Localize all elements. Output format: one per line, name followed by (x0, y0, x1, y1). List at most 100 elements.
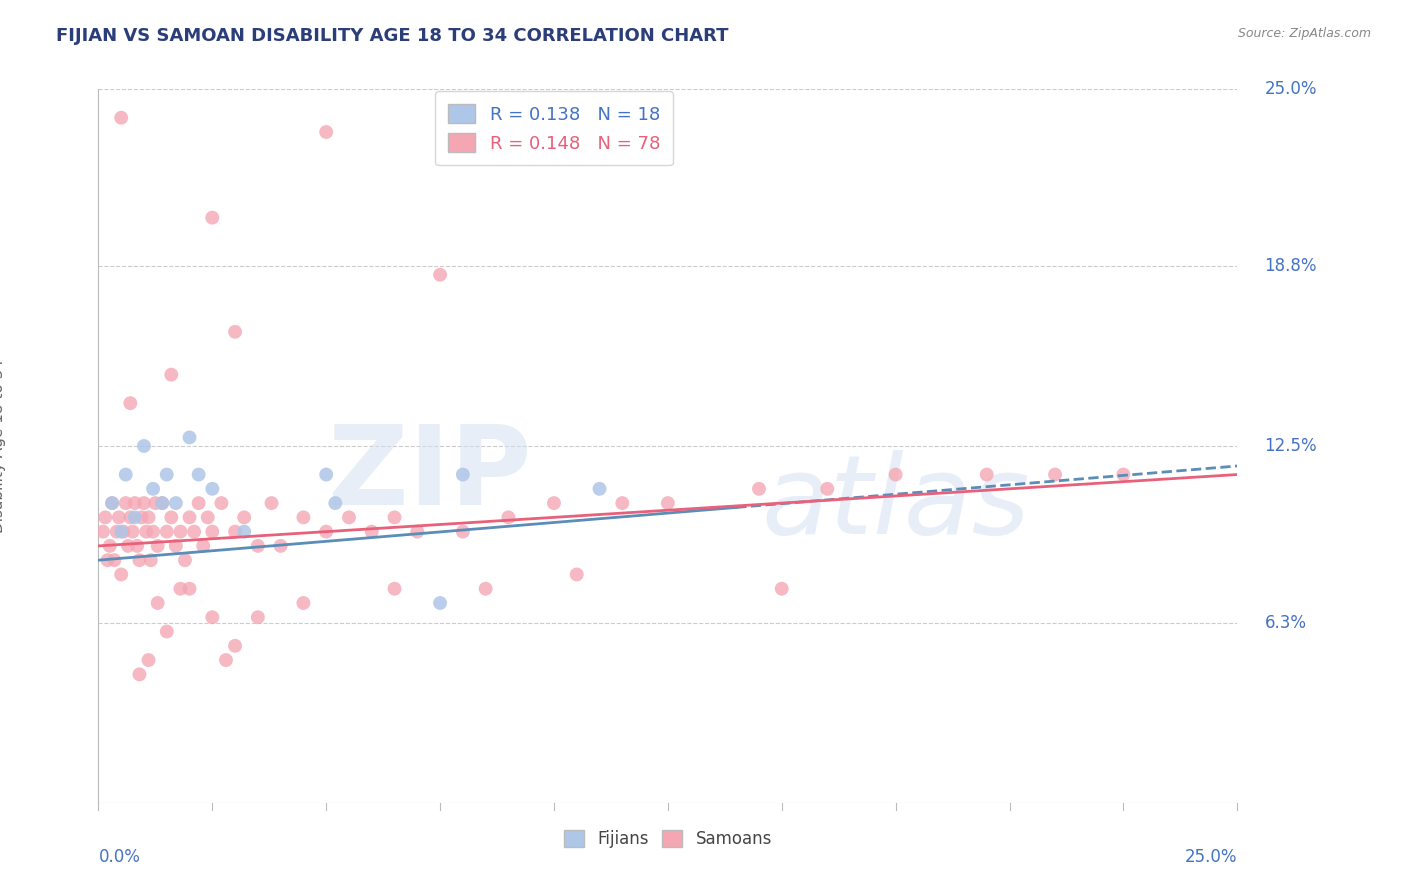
Point (156, 524, 179, 539)
Point (128, 667, 150, 681)
Point (112, 524, 135, 539)
Point (120, 396, 142, 410)
Point (169, 582, 191, 596)
Point (128, 553, 150, 567)
Point (215, 653, 238, 667)
Point (233, 524, 256, 539)
Point (474, 582, 496, 596)
Point (110, 567, 132, 582)
Point (360, 524, 382, 539)
Point (142, 482, 165, 496)
Point (120, 510, 142, 524)
Point (201, 211, 224, 225)
Text: ZIP: ZIP (328, 421, 531, 528)
Point (246, 539, 269, 553)
Point (588, 482, 610, 496)
Point (246, 610, 269, 624)
Point (124, 496, 146, 510)
Point (101, 496, 124, 510)
Point (94, 510, 117, 524)
Point (1112, 467, 1135, 482)
Point (156, 624, 179, 639)
Point (451, 467, 474, 482)
Point (209, 496, 232, 510)
Point (160, 368, 183, 382)
Point (131, 510, 153, 524)
Point (292, 596, 315, 610)
Point (260, 496, 283, 510)
Point (270, 539, 292, 553)
Text: atlas: atlas (761, 450, 1031, 557)
Point (315, 524, 337, 539)
Point (91, 524, 114, 539)
Point (183, 524, 205, 539)
Point (146, 596, 169, 610)
Text: Source: ZipAtlas.com: Source: ZipAtlas.com (1237, 27, 1371, 40)
Point (156, 467, 179, 482)
Point (498, 510, 520, 524)
Point (292, 510, 315, 524)
Point (179, 510, 201, 524)
Point (612, 496, 634, 510)
Point (145, 496, 167, 510)
Point (770, 582, 793, 596)
Point (201, 610, 224, 624)
Point (201, 524, 224, 539)
Point (98, 539, 121, 553)
Point (748, 482, 770, 496)
Point (323, 496, 346, 510)
Point (105, 524, 128, 539)
Point (114, 467, 136, 482)
Text: 6.3%: 6.3% (1264, 614, 1306, 632)
Text: 18.8%: 18.8% (1264, 257, 1317, 275)
Text: 25.0%: 25.0% (1264, 80, 1317, 98)
Point (406, 524, 429, 539)
Point (1043, 467, 1066, 482)
Point (103, 553, 125, 567)
Point (543, 496, 565, 510)
Point (193, 539, 215, 553)
Point (884, 467, 907, 482)
Point (142, 524, 165, 539)
Point (174, 553, 197, 567)
Text: FIJIAN VS SAMOAN DISABILITY AGE 18 TO 34 CORRELATION CHART: FIJIAN VS SAMOAN DISABILITY AGE 18 TO 34… (56, 27, 728, 45)
Point (132, 439, 155, 453)
Point (146, 539, 169, 553)
Point (135, 524, 157, 539)
Point (121, 524, 143, 539)
Point (187, 496, 209, 510)
Point (101, 496, 124, 510)
Point (224, 524, 246, 539)
Point (117, 539, 139, 553)
Point (815, 482, 838, 496)
Point (96, 553, 118, 567)
Point (451, 524, 474, 539)
Text: 0.0%: 0.0% (98, 848, 141, 866)
Point (976, 467, 998, 482)
Point (138, 653, 160, 667)
Point (233, 510, 256, 524)
Point (165, 539, 187, 553)
Point (165, 496, 187, 510)
Point (179, 582, 201, 596)
Point (108, 510, 131, 524)
Text: 25.0%: 25.0% (1185, 848, 1237, 866)
Point (337, 510, 360, 524)
Point (110, 111, 132, 125)
Point (138, 510, 160, 524)
Legend: Fijians, Samoans: Fijians, Samoans (557, 823, 779, 855)
Point (224, 639, 246, 653)
Point (132, 496, 155, 510)
Point (429, 268, 451, 282)
Point (657, 496, 679, 510)
Point (127, 539, 149, 553)
Point (201, 482, 224, 496)
Point (160, 510, 183, 524)
Point (124, 510, 146, 524)
Point (224, 325, 246, 339)
Point (187, 467, 209, 482)
Point (114, 496, 136, 510)
Point (150, 496, 173, 510)
Point (315, 467, 337, 482)
Point (110, 524, 132, 539)
